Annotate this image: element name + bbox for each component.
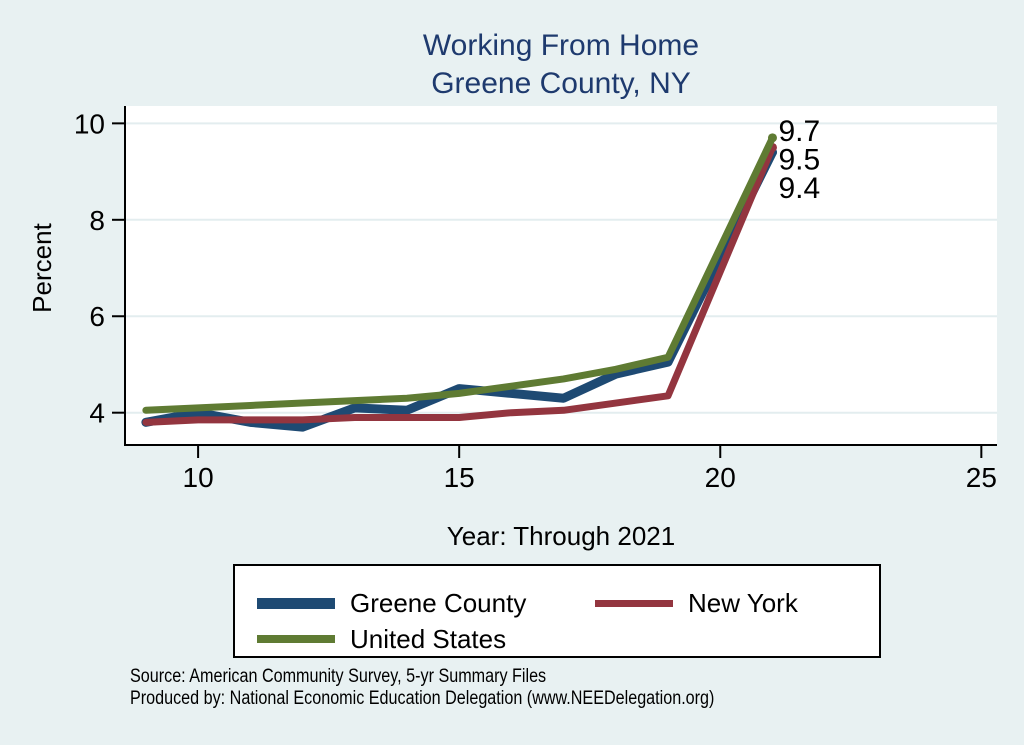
y-tick-label-6: 6 [89,301,105,332]
end-value-label-9.4: 9.4 [778,172,820,205]
legend-swatch-greene-county [257,597,335,609]
chart-title-line2: Greene County, NY [431,67,691,100]
source-note: Source: American Community Survey, 5-yr … [130,666,714,710]
x-axis-title: Year: Through 2021 [446,521,676,551]
y-tick-label-4: 4 [89,398,105,429]
chart-title: Working From Home Greene County, NY [125,27,997,103]
plot-area: 4 6 8 10 10 15 20 25 9.79.59.4 [74,106,997,493]
legend-item-united-states: United States [257,624,506,654]
legend-item-greene-county: Greene County [257,588,526,618]
x-tick-label-25: 25 [966,462,997,493]
x-tick-label-10: 10 [183,462,214,493]
end-value-label-9.7: 9.7 [778,115,820,148]
series-line-new-york [142,143,776,426]
source-line: Source: American Community Survey, 5-yr … [130,666,547,687]
x-tick-label-20: 20 [705,462,736,493]
legend-item-new-york: New York [595,588,798,618]
series-line-united-states [142,134,776,414]
legend-label-united-states: United States [350,623,507,654]
y-tick-label-8: 8 [89,205,105,236]
produced-by-line: Produced by: National Economic Education… [130,688,715,709]
legend-label-new-york: New York [688,587,798,618]
legend-label-greene-county: Greene County [350,587,527,618]
series-endpoint-united-states [767,133,777,143]
y-axis-title: Percent [27,223,57,313]
legend-swatch-new-york [595,599,673,607]
legend-swatch-united-states [257,635,335,643]
legend: Greene County New York United States [233,564,881,658]
chart-title-line1: Working From Home [422,29,700,62]
x-tick-label-15: 15 [444,462,475,493]
plot-background [125,106,997,445]
y-tick-label-10: 10 [74,108,105,139]
end-value-label-9.5: 9.5 [778,143,820,176]
